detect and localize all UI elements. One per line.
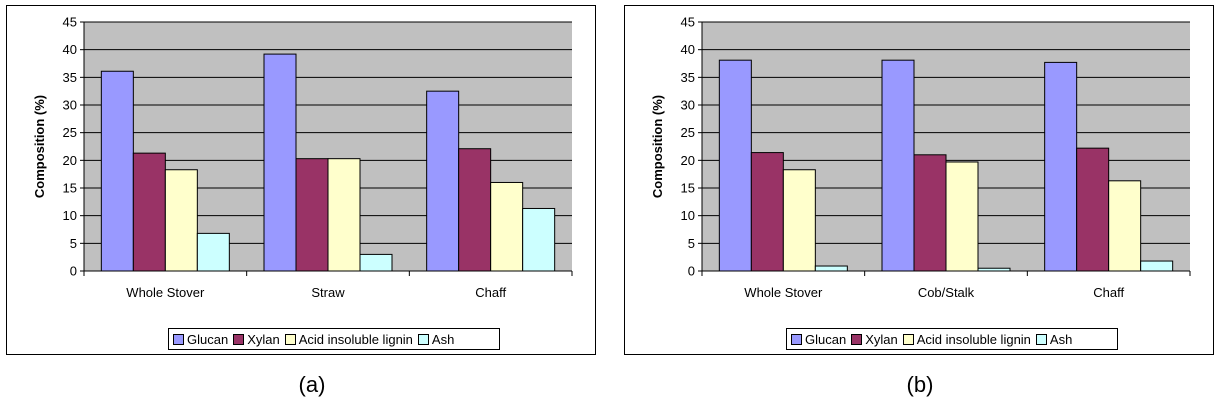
- legend-swatch: [233, 333, 245, 345]
- bar-acid-insoluble-lignin-whole-stover: [782, 169, 816, 272]
- legend-swatch: [902, 333, 914, 345]
- legend-item-acid-insoluble-lignin: Acid insoluble lignin: [284, 331, 413, 347]
- y-tick-label: 5: [688, 236, 695, 251]
- y-tick-label: 30: [63, 98, 77, 113]
- legend-item-ash: Ash: [1035, 331, 1073, 347]
- y-tick-label: 35: [63, 70, 77, 85]
- bar-glucan-straw: [263, 53, 297, 272]
- legend-item-xylan: Xylan: [233, 332, 280, 347]
- bar-ash-chaff: [522, 207, 556, 272]
- legend-swatch: [1035, 333, 1047, 345]
- x-tick-label: Straw: [311, 285, 345, 300]
- bar-ash-straw: [359, 253, 393, 272]
- legend-b: Glucan Xylan Acid insoluble lignin Ash: [786, 328, 1118, 350]
- legend-item-glucan: Glucan: [173, 332, 228, 347]
- bar-xylan-whole-stover: [750, 152, 784, 272]
- y-tick-label: 20: [681, 153, 695, 168]
- bar-ash-whole-stover: [196, 232, 230, 272]
- bar-acid-insoluble-lignin-cob-stalk: [945, 161, 979, 272]
- y-tick-label: 15: [681, 181, 695, 196]
- chart-panel-a: 0 5 10 15 20 25 30 35 40 45 Whole Stover Straw Chaff…: [6, 5, 596, 355]
- legend-a: Glucan Xylan Acid insoluble lignin Ash: [168, 328, 500, 350]
- bar-xylan-chaff: [458, 148, 492, 272]
- bar-glucan-whole-stover: [718, 59, 752, 272]
- caption-a: (a): [298, 372, 326, 397]
- x-tick-label: Cob/Stalk: [918, 285, 975, 300]
- bar-glucan-chaff: [1044, 61, 1078, 272]
- legend-swatch: [173, 333, 184, 345]
- chart-panel-b: 0 5 10 15 20 25 30 35 40 45 Whole Stover Cob/Stalk C…: [624, 5, 1214, 355]
- bar-acid-insoluble-lignin-chaff: [1108, 180, 1142, 272]
- legend-label: Xylan: [865, 331, 898, 347]
- legend-item-ash: Ash: [417, 331, 455, 347]
- y-tick-label: 0: [70, 264, 77, 279]
- y-axis-label: Composition (%): [650, 95, 665, 198]
- legend-swatch: [284, 333, 296, 345]
- legend-label: Xylan: [247, 331, 280, 347]
- y-tick-label: 0: [688, 264, 695, 279]
- bar-xylan-straw: [295, 158, 329, 272]
- y-axis-label: Composition (%): [32, 95, 47, 198]
- legend-label: Glucan: [805, 331, 847, 347]
- y-tick-label: 30: [681, 98, 695, 113]
- bar-acid-insoluble-lignin-straw: [327, 158, 361, 272]
- x-tick-label: Chaff: [475, 285, 506, 300]
- legend-item-acid-insoluble-lignin: Acid insoluble lignin: [902, 331, 1031, 347]
- y-tick-label: 15: [63, 181, 77, 196]
- bar-glucan-cob-stalk: [881, 59, 915, 272]
- bar-ash-chaff: [1140, 260, 1174, 272]
- y-tick-label: 40: [63, 42, 77, 57]
- bar-glucan-chaff: [426, 90, 460, 272]
- legend-label: Acid insoluble lignin: [298, 331, 413, 347]
- legend-label: Glucan: [187, 331, 229, 347]
- bar-ash-whole-stover: [814, 265, 848, 272]
- y-tick-label: 10: [63, 208, 77, 223]
- y-tick-label: 20: [63, 153, 77, 168]
- legend-swatch: [417, 333, 429, 345]
- bar-xylan-cob-stalk: [913, 154, 947, 272]
- bar-glucan-whole-stover: [100, 70, 134, 272]
- legend-item-xylan: Xylan: [851, 332, 898, 347]
- legend-label: Ash: [1049, 331, 1073, 347]
- y-tick-label: 45: [681, 15, 695, 30]
- caption-b: (b): [906, 372, 934, 397]
- x-tick-label: Whole Stover: [744, 285, 823, 300]
- y-tick-label: 5: [70, 236, 77, 251]
- y-tick-label: 45: [63, 15, 77, 30]
- y-tick-label: 40: [681, 42, 695, 57]
- bar-chart-b: 0 5 10 15 20 25 30 35 40 45 Whole Stover Cob/Stalk C…: [650, 15, 1191, 300]
- y-tick-label: 25: [681, 125, 695, 140]
- y-tick-label: 35: [681, 70, 695, 85]
- bar-acid-insoluble-lignin-whole-stover: [164, 169, 198, 272]
- bar-xylan-whole-stover: [132, 152, 166, 272]
- x-tick-label: Chaff: [1093, 285, 1124, 300]
- bar-chart-a: 0 5 10 15 20 25 30 35 40 45 Whole Stover Straw Chaff…: [32, 15, 573, 300]
- y-tick-label: 10: [681, 208, 695, 223]
- y-tick-label: 25: [63, 125, 77, 140]
- legend-label: Ash: [431, 331, 455, 347]
- legend-label: Acid insoluble lignin: [916, 331, 1031, 347]
- bar-acid-insoluble-lignin-chaff: [490, 181, 524, 272]
- x-tick-label: Whole Stover: [126, 285, 205, 300]
- bar-xylan-chaff: [1076, 147, 1110, 272]
- legend-swatch: [851, 333, 863, 345]
- legend-swatch: [791, 333, 802, 345]
- legend-item-glucan: Glucan: [791, 332, 846, 347]
